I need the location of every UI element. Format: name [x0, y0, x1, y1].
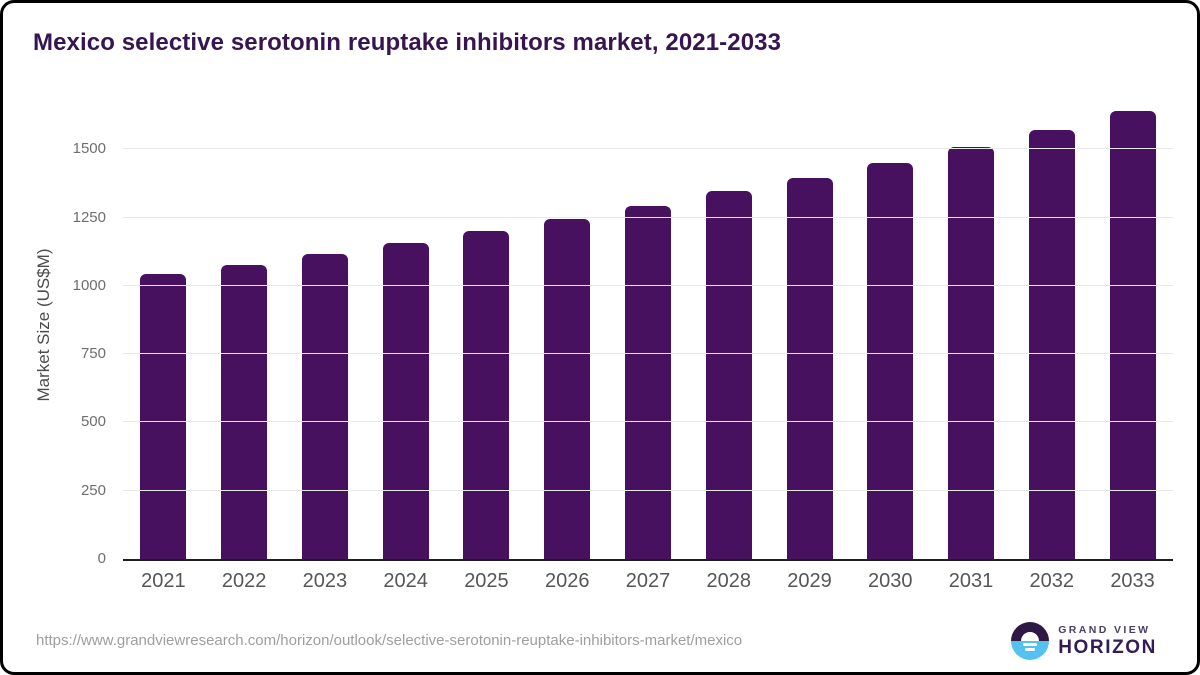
bar-slot-2026: [527, 109, 608, 559]
bar-slot-2023: [285, 109, 366, 559]
x-axis-labels: 2021 2022 2023 2024 2025 2026 2027 2028 2029 2030…: [123, 570, 1173, 593]
x-tick-label-2026: 2026: [544, 570, 590, 592]
bar-slot-2032: [1011, 109, 1092, 559]
chart-title: Mexico selective serotonin reuptake inhi…: [33, 29, 782, 56]
bar-2033[interactable]: [1109, 111, 1156, 559]
bars-container: [123, 109, 1173, 559]
logo-product-name: HORIZON: [1058, 637, 1157, 659]
y-tick-label-500: 500: [80, 413, 106, 431]
sun-reflection-bar: [1023, 643, 1038, 646]
bar-2029[interactable]: [786, 177, 833, 559]
bar-slot-2029: [769, 109, 850, 559]
source-url: https://www.grandviewresearch.com/horizo…: [36, 632, 743, 649]
y-tick-label-750: 750: [80, 345, 106, 363]
bar-slot-2025: [446, 109, 527, 559]
bar-2025[interactable]: [463, 231, 510, 559]
gridline-500: [123, 421, 1173, 423]
x-tick-label-2031: 2031: [948, 570, 994, 592]
y-tick-label-1250: 1250: [72, 208, 106, 226]
bar-2024[interactable]: [382, 243, 429, 559]
x-tick-label-2022: 2022: [221, 570, 267, 592]
bar-2023[interactable]: [301, 253, 348, 559]
gridline-1250: [123, 216, 1173, 218]
bar-2032[interactable]: [1028, 129, 1075, 559]
bar-slot-2028: [688, 109, 769, 559]
bar-slot-2030: [850, 109, 931, 559]
bar-slot-2024: [365, 109, 446, 559]
gridline-1500: [123, 148, 1173, 150]
x-tick-label-2030: 2030: [868, 570, 913, 592]
x-tick-label-2027: 2027: [625, 570, 671, 592]
bar-2030[interactable]: [867, 163, 914, 559]
logo-brand-name: GRAND VIEW: [1058, 623, 1151, 636]
gridline-250: [123, 489, 1173, 491]
bar-2028[interactable]: [705, 191, 752, 559]
x-tick-label-2021: 2021: [141, 570, 186, 592]
logo-wordmark: GRAND VIEW HORIZON: [1058, 625, 1157, 658]
y-tick-label-1000: 1000: [72, 276, 106, 294]
x-tick-label-2023: 2023: [302, 570, 348, 592]
bar-slot-2021: [123, 109, 204, 559]
bar-slot-2033: [1092, 109, 1173, 559]
bar-slot-2027: [608, 109, 689, 559]
sun-reflection-bar: [1025, 648, 1036, 651]
x-tick-label-2033: 2033: [1110, 570, 1155, 592]
bar-slot-2022: [204, 109, 285, 559]
y-tick-label-250: 250: [80, 481, 106, 499]
x-tick-label-2024: 2024: [383, 570, 428, 592]
x-tick-label-2032: 2032: [1029, 570, 1075, 592]
horizon-logo-icon: [1011, 622, 1050, 660]
y-axis-title: Market Size (US$M): [34, 248, 53, 402]
y-tick-label-1500: 1500: [72, 140, 106, 158]
x-tick-label-2029: 2029: [787, 570, 832, 592]
grand-view-horizon-logo: GRAND VIEW HORIZON: [1011, 622, 1157, 660]
plot-area: 0 250 500 750 1000 1250 1500: [73, 109, 1173, 567]
x-tick-label-2028: 2028: [706, 570, 751, 592]
bar-2027[interactable]: [624, 205, 671, 559]
bar-2026[interactable]: [544, 218, 591, 559]
bar-2022[interactable]: [221, 264, 268, 559]
y-tick-label-0: 0: [97, 550, 106, 567]
bar-slot-2031: [931, 109, 1012, 559]
gridline-1000: [123, 284, 1173, 286]
gridline-750: [123, 353, 1173, 355]
x-tick-label-2025: 2025: [464, 570, 509, 592]
bar-2021[interactable]: [140, 274, 187, 559]
sun-dome-shape: [1021, 632, 1040, 641]
